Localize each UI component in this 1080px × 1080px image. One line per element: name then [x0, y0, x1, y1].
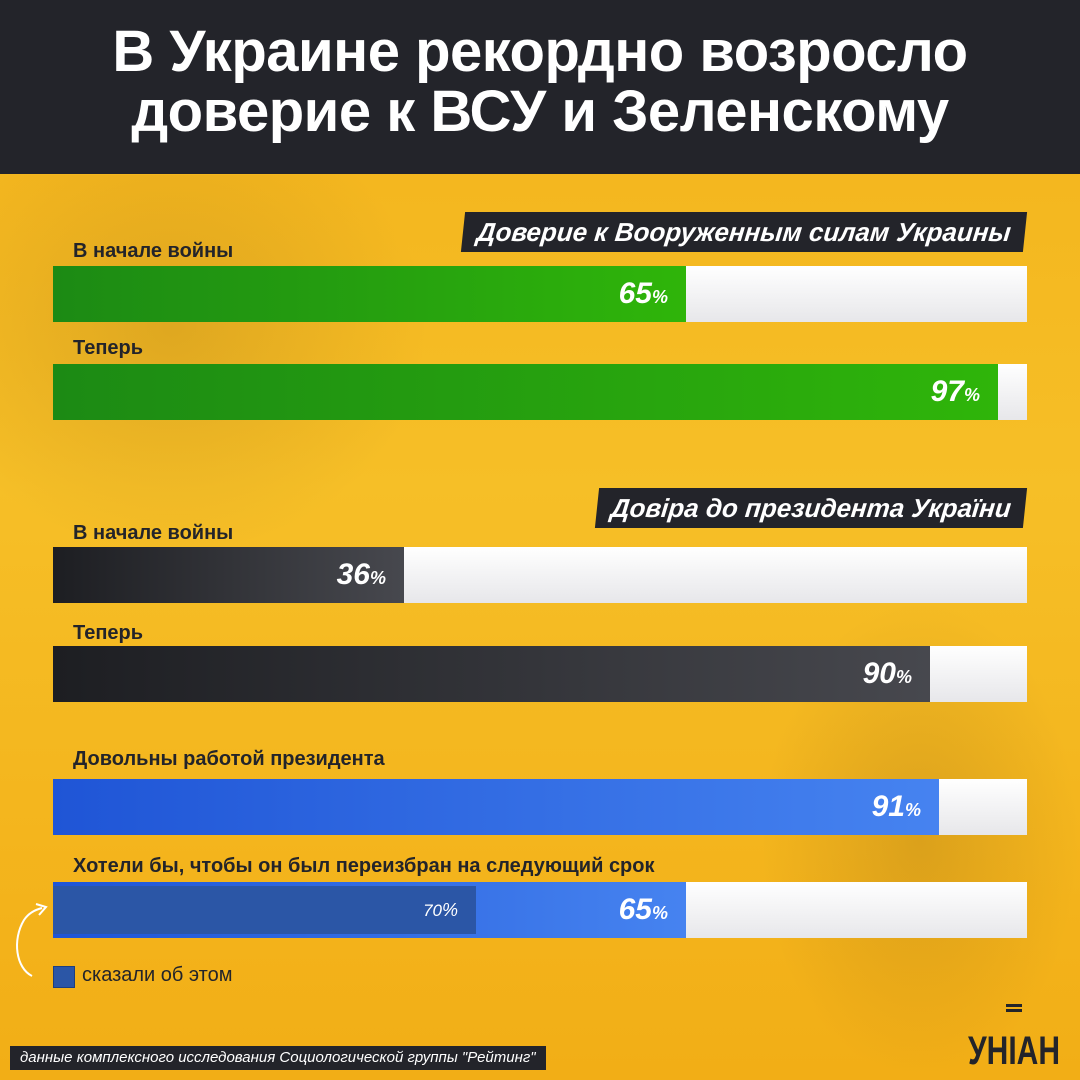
value-number: 36 [336, 558, 370, 591]
title-bar: В Украине рекордно возросло доверие к ВС… [0, 0, 1080, 174]
bar-fill [53, 266, 686, 322]
value-number: 91 [871, 790, 905, 823]
bar-track-approve-work: 91% [53, 779, 1027, 835]
bar-value-label: 97% [53, 364, 980, 420]
bar-value-label: 65% [53, 882, 668, 938]
value-suffix: % [651, 287, 668, 307]
value-suffix: % [904, 800, 921, 820]
bar-track-afu-before: 65% [53, 266, 1027, 322]
value-suffix: % [369, 568, 386, 588]
row-label-president-now: Теперь [73, 622, 144, 644]
curved-arrow-icon [16, 903, 48, 977]
value-number: 70 [423, 901, 442, 920]
row-label-president-before: В начале войны [73, 522, 234, 544]
title-line-2: доверие к ВСУ и Зеленскому [131, 79, 949, 144]
bar-value-label: 65% [53, 266, 668, 322]
bar-fill [53, 779, 939, 835]
bar-fill [53, 547, 404, 603]
title-line-1: В Украине рекордно возросло [112, 19, 968, 84]
bar-track-president-now: 90% [53, 646, 1027, 702]
row-label-reelection: Хотели бы, чтобы он был переизбран на сл… [73, 855, 655, 877]
legend-swatch [53, 966, 75, 988]
bar-track-afu-now: 97% [53, 364, 1027, 420]
legend-label: сказали об этом [82, 964, 233, 986]
bar-value-label: 36% [53, 547, 386, 603]
value-number: 65 [618, 893, 652, 926]
bar-track-president-before: 36% [53, 547, 1027, 603]
section-heading-armed-forces: Доверие к Вооруженным силам Украины [460, 212, 1028, 252]
value-number: 65 [618, 277, 652, 310]
bar-value-label: 90% [53, 646, 912, 702]
value-suffix: % [651, 903, 668, 923]
value-suffix: % [441, 900, 458, 920]
section-heading-president: Довіра до президента України [594, 488, 1028, 528]
value-number: 90 [862, 657, 896, 690]
value-suffix: % [895, 667, 912, 687]
bar-value-label-said-so: 70% [53, 886, 458, 942]
row-label-afu-before: В начале войны [73, 240, 234, 262]
value-suffix: % [963, 385, 980, 405]
value-number: 97 [930, 375, 964, 408]
bar-fill-said-so [53, 886, 476, 934]
bar-fill [53, 364, 998, 420]
bar-value-label: 91% [53, 779, 921, 835]
bar-fill [53, 646, 930, 702]
row-label-afu-now: Теперь [73, 337, 144, 359]
bar-track-reelection: 65% 70% [53, 882, 1027, 938]
logo-text: УНІАН [968, 1029, 1060, 1068]
unian-logo: УНІАН [968, 1004, 1060, 1068]
row-label-approve-work: Довольны работой президента [73, 748, 385, 770]
source-note: данные комплексного исследования Социоло… [10, 1046, 546, 1070]
